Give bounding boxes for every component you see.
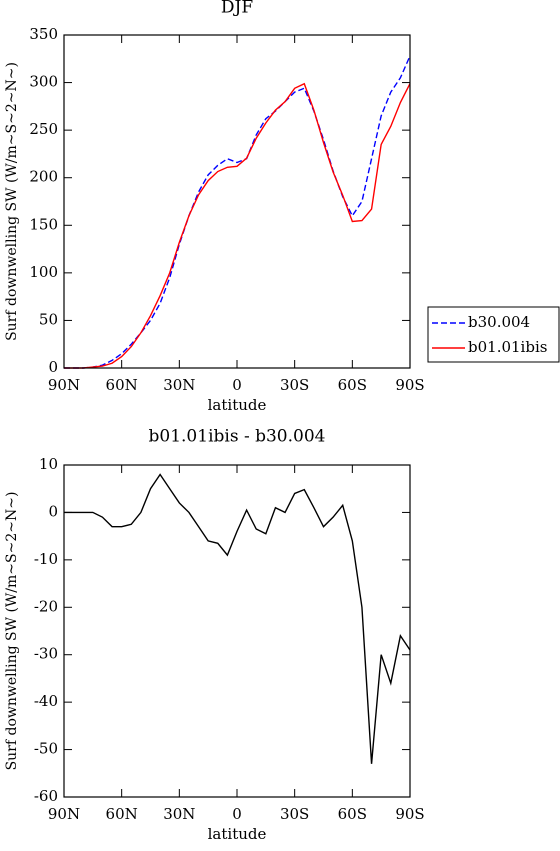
x-tick-label: 30N: [163, 376, 195, 394]
data-line: [64, 473, 411, 764]
y-tick-label: -20: [34, 597, 58, 615]
x-tick-label: 30N: [163, 805, 195, 823]
x-tick-label: 60S: [338, 376, 367, 394]
plot-frame: [63, 34, 411, 369]
y-axis-label: Surf downwelling SW (W/m~S~2~N~): [4, 492, 20, 771]
legend-label: b01.01ibis: [468, 338, 547, 356]
chart-title: DJF: [221, 0, 253, 18]
y-tick-label: 350: [29, 25, 58, 43]
y-tick-label: -40: [34, 692, 58, 710]
y-tick-label: 0: [48, 502, 58, 520]
y-tick-label: 50: [39, 310, 58, 328]
data-line: [64, 55, 411, 369]
legend-label: b30.004: [468, 313, 530, 331]
y-tick-label: 100: [29, 263, 58, 281]
y-tick-label: 300: [29, 73, 58, 91]
data-line: [64, 82, 411, 369]
x-tick-label: 90N: [48, 376, 80, 394]
x-axis-label: latitude: [208, 396, 267, 414]
x-tick-label: 0: [232, 805, 242, 823]
plot-frame: [63, 464, 411, 798]
x-tick-label: 30S: [280, 805, 309, 823]
y-tick-label: 200: [29, 168, 58, 186]
x-tick-label: 60S: [338, 805, 367, 823]
legend-box: [427, 306, 560, 363]
x-tick-label: 90S: [395, 805, 424, 823]
x-tick-label: 90S: [395, 376, 424, 394]
y-tick-label: -10: [34, 550, 58, 568]
x-tick-label: 30S: [280, 376, 309, 394]
y-tick-label: 0: [48, 358, 58, 376]
x-tick-label: 60N: [106, 805, 138, 823]
chart-title: b01.01ibis - b30.004: [149, 427, 326, 447]
x-axis-label: latitude: [208, 825, 267, 843]
legend: b30.004 b01.01ibis: [427, 306, 560, 363]
y-tick-label: -30: [34, 645, 58, 663]
y-tick-label: 150: [29, 215, 58, 233]
y-tick-label: -50: [34, 740, 58, 758]
y-tick-label: 250: [29, 120, 58, 138]
y-axis-label: Surf downwelling SW (W/m~S~2~N~): [4, 62, 20, 341]
x-tick-label: 90N: [48, 805, 80, 823]
x-tick-label: 0: [232, 376, 242, 394]
y-tick-label: -60: [34, 787, 58, 805]
y-tick-label: 10: [39, 455, 58, 473]
x-tick-label: 60N: [106, 376, 138, 394]
